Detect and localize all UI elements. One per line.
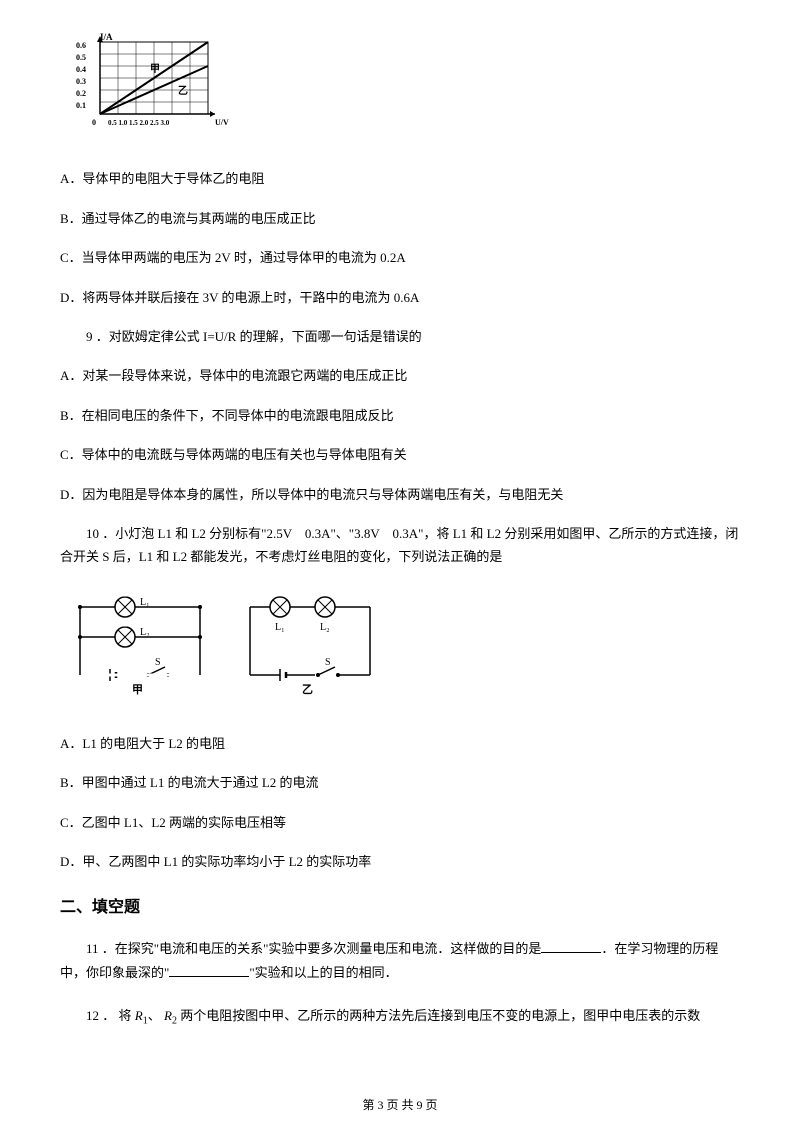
q11-prefix: 11 ．在探究"电流和电压的关系"实验中要多次测量电压和电流．这样做的目的是 (86, 941, 541, 956)
svg-text:L₁: L₁ (275, 622, 285, 633)
svg-text:乙: 乙 (178, 85, 188, 97)
q12-r2: R (164, 1008, 172, 1023)
q8-option-c: C．当导体甲两端的电压为 2V 时，通过导体甲的电流为 0.2A (60, 246, 740, 269)
q8-option-b: B．通过导体乙的电流与其两端的电压成正比 (60, 207, 740, 230)
q11-text: 11 ．在探究"电流和电压的关系"实验中要多次测量电压和电流．这样做的目的是．在… (60, 937, 740, 984)
q8-option-a: A．导体甲的电阻大于导体乙的电阻 (60, 167, 740, 190)
svg-text:0.1: 0.1 (76, 101, 86, 110)
circuit-jia: L₁ L₂ S (78, 595, 202, 696)
iv-chart: I/A 甲 乙 0.6 0.5 0.4 0.3 0.2 0.1 0 0.5 1.… (70, 30, 740, 147)
q8-option-d: D．将两导体并联后接在 3V 的电源上时，干路中的电流为 0.6A (60, 286, 740, 309)
q12-text: 12 ． 将 R1、 R2 两个电阻按图中甲、乙所示的两种方法先后连接到电压不变… (60, 1004, 740, 1031)
q10-option-c: C．乙图中 L1、L2 两端的实际电压相等 (60, 811, 740, 834)
q9-option-a: A．对某一段导体来说，导体中的电流跟它两端的电压成正比 (60, 364, 740, 387)
q9-text: 9 ．对欧姆定律公式 I=U/R 的理解，下面哪一句话是错误的 (60, 325, 740, 348)
q10-text: 10 ．小灯泡 L1 和 L2 分别标有"2.5V 0.3A"、"3.8V 0.… (60, 522, 740, 569)
q9-option-c: C．导体中的电流既与导体两端的电压有关也与导体电阻有关 (60, 443, 740, 466)
q11-blank-1 (541, 939, 601, 953)
q12-r2-sub: 2 (172, 1016, 177, 1027)
q9-option-b: B．在相同电压的条件下，不同导体中的电流跟电阻成反比 (60, 404, 740, 427)
circuit-diagrams: L₁ L₂ S (70, 585, 740, 712)
q12-prefix: 12 ． 将 (86, 1008, 132, 1023)
q10-option-a: A．L1 的电阻大于 L2 的电阻 (60, 732, 740, 755)
svg-text:0.4: 0.4 (76, 65, 86, 74)
q11-blank-2 (169, 963, 249, 977)
section-2-title: 二、填空题 (60, 894, 740, 923)
svg-text:0: 0 (92, 118, 96, 127)
q10-option-d: D．甲、乙两图中 L1 的实际功率均小于 L2 的实际功率 (60, 850, 740, 873)
svg-text:0.2: 0.2 (76, 89, 86, 98)
svg-text:甲: 甲 (150, 63, 160, 75)
q11-suffix: "实验和以上的目的相同． (249, 965, 397, 980)
svg-text:乙: 乙 (302, 683, 313, 696)
svg-text:S: S (155, 657, 161, 668)
svg-text:S: S (325, 657, 331, 668)
svg-text:甲: 甲 (132, 683, 143, 696)
svg-text:0.6: 0.6 (76, 41, 86, 50)
q9-option-d: D．因为电阻是导体本身的属性，所以导体中的电流只与导体两端电压有关，与电阻无关 (60, 483, 740, 506)
svg-text:U/V: U/V (215, 118, 229, 127)
page-footer: 第 3 页 共 9 页 (0, 1095, 800, 1117)
svg-text:0.5: 0.5 (76, 53, 86, 62)
svg-text:0.3: 0.3 (76, 77, 86, 86)
circuit-yi: L₁ L₂ S 乙 (250, 597, 370, 696)
q12-sep: 、 (148, 1008, 161, 1023)
q10-option-b: B．甲图中通过 L1 的电流大于通过 L2 的电流 (60, 771, 740, 794)
q12-suffix: 两个电阻按图中甲、乙所示的两种方法先后连接到电压不变的电源上，图甲中电压表的示数 (180, 1008, 700, 1023)
svg-text:0.5 1.0 1.5 2.0 2.5 3.0: 0.5 1.0 1.5 2.0 2.5 3.0 (108, 119, 170, 127)
svg-text:L₂: L₂ (320, 622, 330, 633)
q12-r1: R (135, 1008, 143, 1023)
